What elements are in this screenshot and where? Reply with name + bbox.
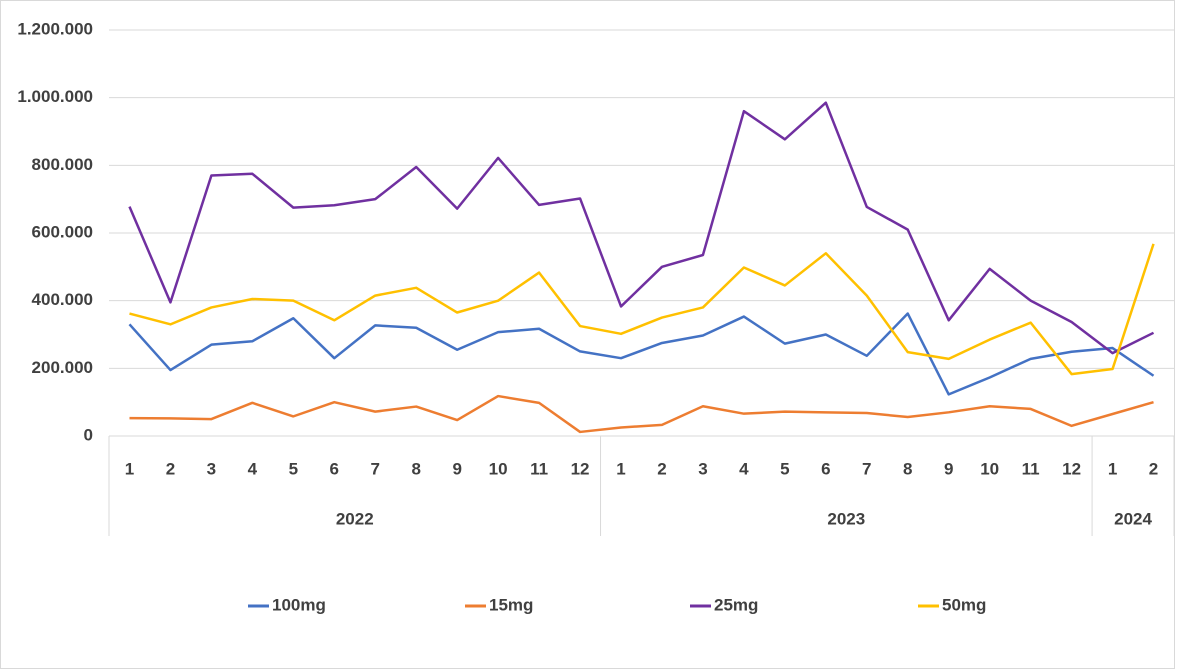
y-tick-label: 800.000 [32, 155, 93, 174]
y-tick-label: 1.000.000 [17, 87, 93, 106]
x-tick-label: 11 [1022, 459, 1040, 478]
x-tick-label: 9 [944, 459, 953, 478]
y-tick-label: 0 [84, 425, 93, 444]
x-tick-label: 7 [371, 459, 380, 478]
legend-label: 100mg [272, 595, 326, 614]
x-tick-label: 3 [698, 459, 707, 478]
x-tick-label: 7 [862, 459, 871, 478]
group-label: 2023 [827, 509, 865, 528]
x-tick-label: 5 [289, 459, 298, 478]
x-tick-label: 10 [489, 459, 508, 478]
series-line [129, 394, 1154, 434]
series-line [128, 312, 1155, 396]
x-tick-label: 4 [248, 459, 258, 478]
x-tick-label: 1 [125, 459, 134, 478]
x-tick-label: 11 [530, 459, 548, 478]
group-label: 2024 [1114, 509, 1152, 528]
x-tick-label: 1 [616, 459, 625, 478]
y-tick-label: 400.000 [32, 290, 93, 309]
x-tick-label: 12 [571, 459, 590, 478]
x-tick-label: 12 [1062, 459, 1081, 478]
legend-label: 25mg [714, 595, 758, 614]
y-tick-label: 1.200.000 [17, 19, 93, 38]
x-tick-label: 8 [411, 459, 420, 478]
legend-label: 15mg [489, 595, 533, 614]
x-tick-label: 2 [657, 459, 666, 478]
series-line [129, 243, 1155, 376]
y-tick-label: 600.000 [32, 222, 93, 241]
y-tick-label: 200.000 [32, 358, 93, 377]
x-tick-label: 2 [166, 459, 175, 478]
x-tick-label: 9 [452, 459, 461, 478]
x-tick-label: 5 [780, 459, 789, 478]
series-line [128, 101, 1155, 355]
legend-label: 50mg [942, 595, 986, 614]
x-tick-label: 6 [821, 459, 830, 478]
x-tick-label: 3 [207, 459, 216, 478]
x-tick-label: 10 [980, 459, 999, 478]
group-label: 2022 [336, 509, 374, 528]
x-tick-label: 6 [330, 459, 339, 478]
x-tick-label: 1 [1108, 459, 1117, 478]
x-tick-label: 8 [903, 459, 912, 478]
x-tick-label: 2 [1149, 459, 1158, 478]
x-tick-label: 4 [739, 459, 749, 478]
